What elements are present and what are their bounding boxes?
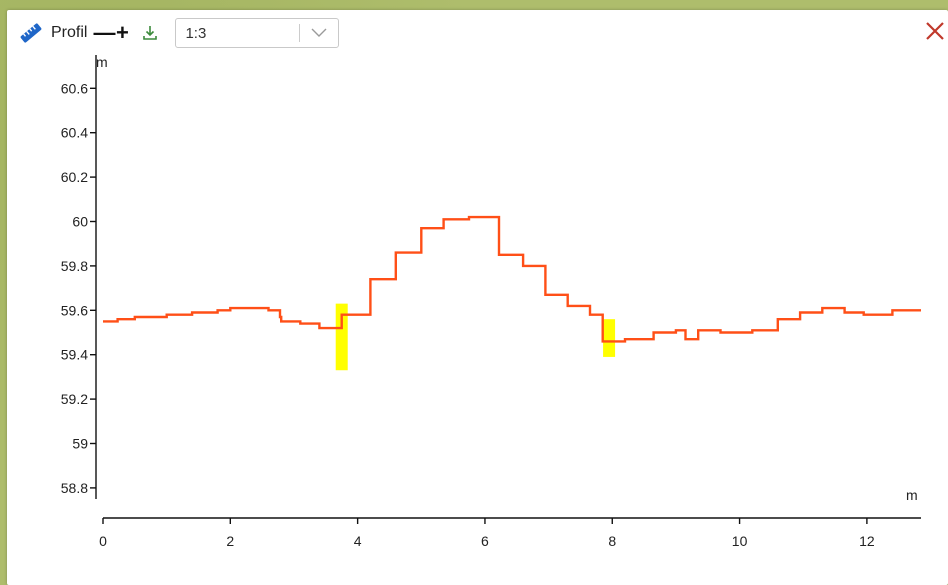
- x-tick-label: 6: [481, 533, 489, 549]
- highlight-marker: [603, 319, 616, 357]
- y-tick-label: 59.6: [61, 302, 88, 318]
- x-tick-label: 0: [99, 533, 107, 549]
- x-tick-label: 8: [608, 533, 616, 549]
- ruler-icon: [19, 21, 43, 45]
- x-axis-unit: m: [906, 487, 918, 503]
- close-icon[interactable]: [924, 20, 946, 42]
- profile-panel: Profil — + 1:3: [7, 10, 948, 585]
- y-tick-label: 60: [72, 214, 88, 230]
- x-tick-label: 2: [226, 533, 234, 549]
- y-tick-label: 59.4: [61, 347, 88, 363]
- y-tick-label: 59.2: [61, 391, 88, 407]
- scale-value: 1:3: [185, 24, 207, 42]
- profile-line: [103, 215, 921, 343]
- x-tick-label: 4: [354, 533, 362, 549]
- download-icon[interactable]: [141, 24, 159, 42]
- y-axis-unit: m: [96, 54, 108, 70]
- x-axis: 0 2 4 6 8 10 12: [99, 517, 921, 549]
- zoom-out-button[interactable]: —: [93, 20, 116, 45]
- scale-select[interactable]: 1:3: [175, 18, 340, 48]
- profile-toolbar: Profil — + 1:3: [19, 18, 340, 48]
- select-divider: [299, 24, 301, 42]
- series-group: [103, 215, 921, 343]
- y-tick-label: 58.8: [61, 480, 88, 496]
- panel-title: Profil: [51, 24, 88, 41]
- chevron-down-icon[interactable]: [300, 19, 338, 47]
- x-tick-label: 12: [859, 533, 875, 549]
- y-tick-label: 60.6: [61, 80, 88, 96]
- highlight-markers: [335, 303, 616, 371]
- highlight-marker: [335, 303, 348, 371]
- y-axis: 58.8 59 59.2 59.4 59.6 59.8 60 60.2 60.4 60.6: [61, 55, 97, 499]
- y-tick-label: 59.8: [61, 258, 88, 274]
- x-tick-label: 10: [732, 533, 748, 549]
- y-tick-label: 60.2: [61, 169, 88, 185]
- y-tick-label: 59: [72, 436, 88, 452]
- y-tick-label: 60.4: [61, 125, 88, 141]
- zoom-in-button[interactable]: +: [116, 20, 129, 45]
